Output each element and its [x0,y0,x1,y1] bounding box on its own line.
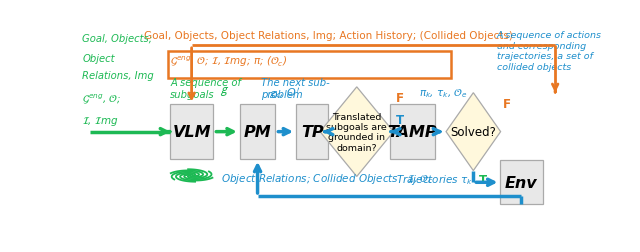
Text: $\mathcal{G}^{eng}$, $\mathcal{O}$; $\mathcal{I}$, $\mathcal{I}mg$; $\pi$; ($\ma: $\mathcal{G}^{eng}$, $\mathcal{O}$; $\ma… [170,54,287,69]
Text: A sequence of
subgoals: A sequence of subgoals [170,78,241,99]
FancyBboxPatch shape [296,105,328,159]
Text: Relations, Img: Relations, Img [83,71,154,81]
FancyBboxPatch shape [390,105,435,159]
Text: TAMP: TAMP [387,125,437,140]
Text: Solved?: Solved? [451,126,496,139]
Text: Object Relations; Collided Objects   $\mathcal{I}$, $\mathcal{O}_c$: Object Relations; Collided Objects $\mat… [221,172,434,185]
Text: Env: Env [505,175,538,190]
Text: $\mathcal{g}$: $\mathcal{g}$ [220,84,229,97]
Text: Translated
subgoals are
grounded in
domain?: Translated subgoals are grounded in doma… [326,112,387,152]
Text: VLM: VLM [172,125,211,140]
FancyBboxPatch shape [170,105,213,159]
Text: T: T [396,113,404,126]
Text: $\mathcal{G}^{eng}$, $\mathcal{O}$;: $\mathcal{G}^{eng}$, $\mathcal{O}$; [83,92,122,106]
Text: Goal, Objects, Object Relations, Img; Action History; (Collided Objects): Goal, Objects, Object Relations, Img; Ac… [143,31,513,41]
FancyBboxPatch shape [240,105,275,159]
Text: $\mathcal{g}_k$, $O'$: $\mathcal{g}_k$, $O'$ [269,86,300,101]
Text: A sequence of actions
and corresponding
trajectories, a set of
collided objects: A sequence of actions and corresponding … [497,31,602,71]
Text: Goal, Objects;: Goal, Objects; [83,34,152,44]
Text: F: F [502,97,511,110]
Text: The next sub-
problem: The next sub- problem [261,78,330,99]
Text: Object: Object [83,54,115,64]
Text: F: F [396,91,404,104]
Text: TP: TP [301,125,323,140]
Text: PM: PM [244,125,271,140]
FancyBboxPatch shape [500,161,543,204]
Polygon shape [320,87,394,177]
Text: Trajectories $\tau_k$: Trajectories $\tau_k$ [396,172,474,186]
Text: $\pi_k$, $\tau_k$, $\mathcal{O}_e$: $\pi_k$, $\tau_k$, $\mathcal{O}_e$ [419,86,467,99]
Text: T: T [479,173,488,186]
Text: $\mathcal{I}$, $\mathcal{I}mg$: $\mathcal{I}$, $\mathcal{I}mg$ [83,115,119,128]
Polygon shape [446,93,500,171]
